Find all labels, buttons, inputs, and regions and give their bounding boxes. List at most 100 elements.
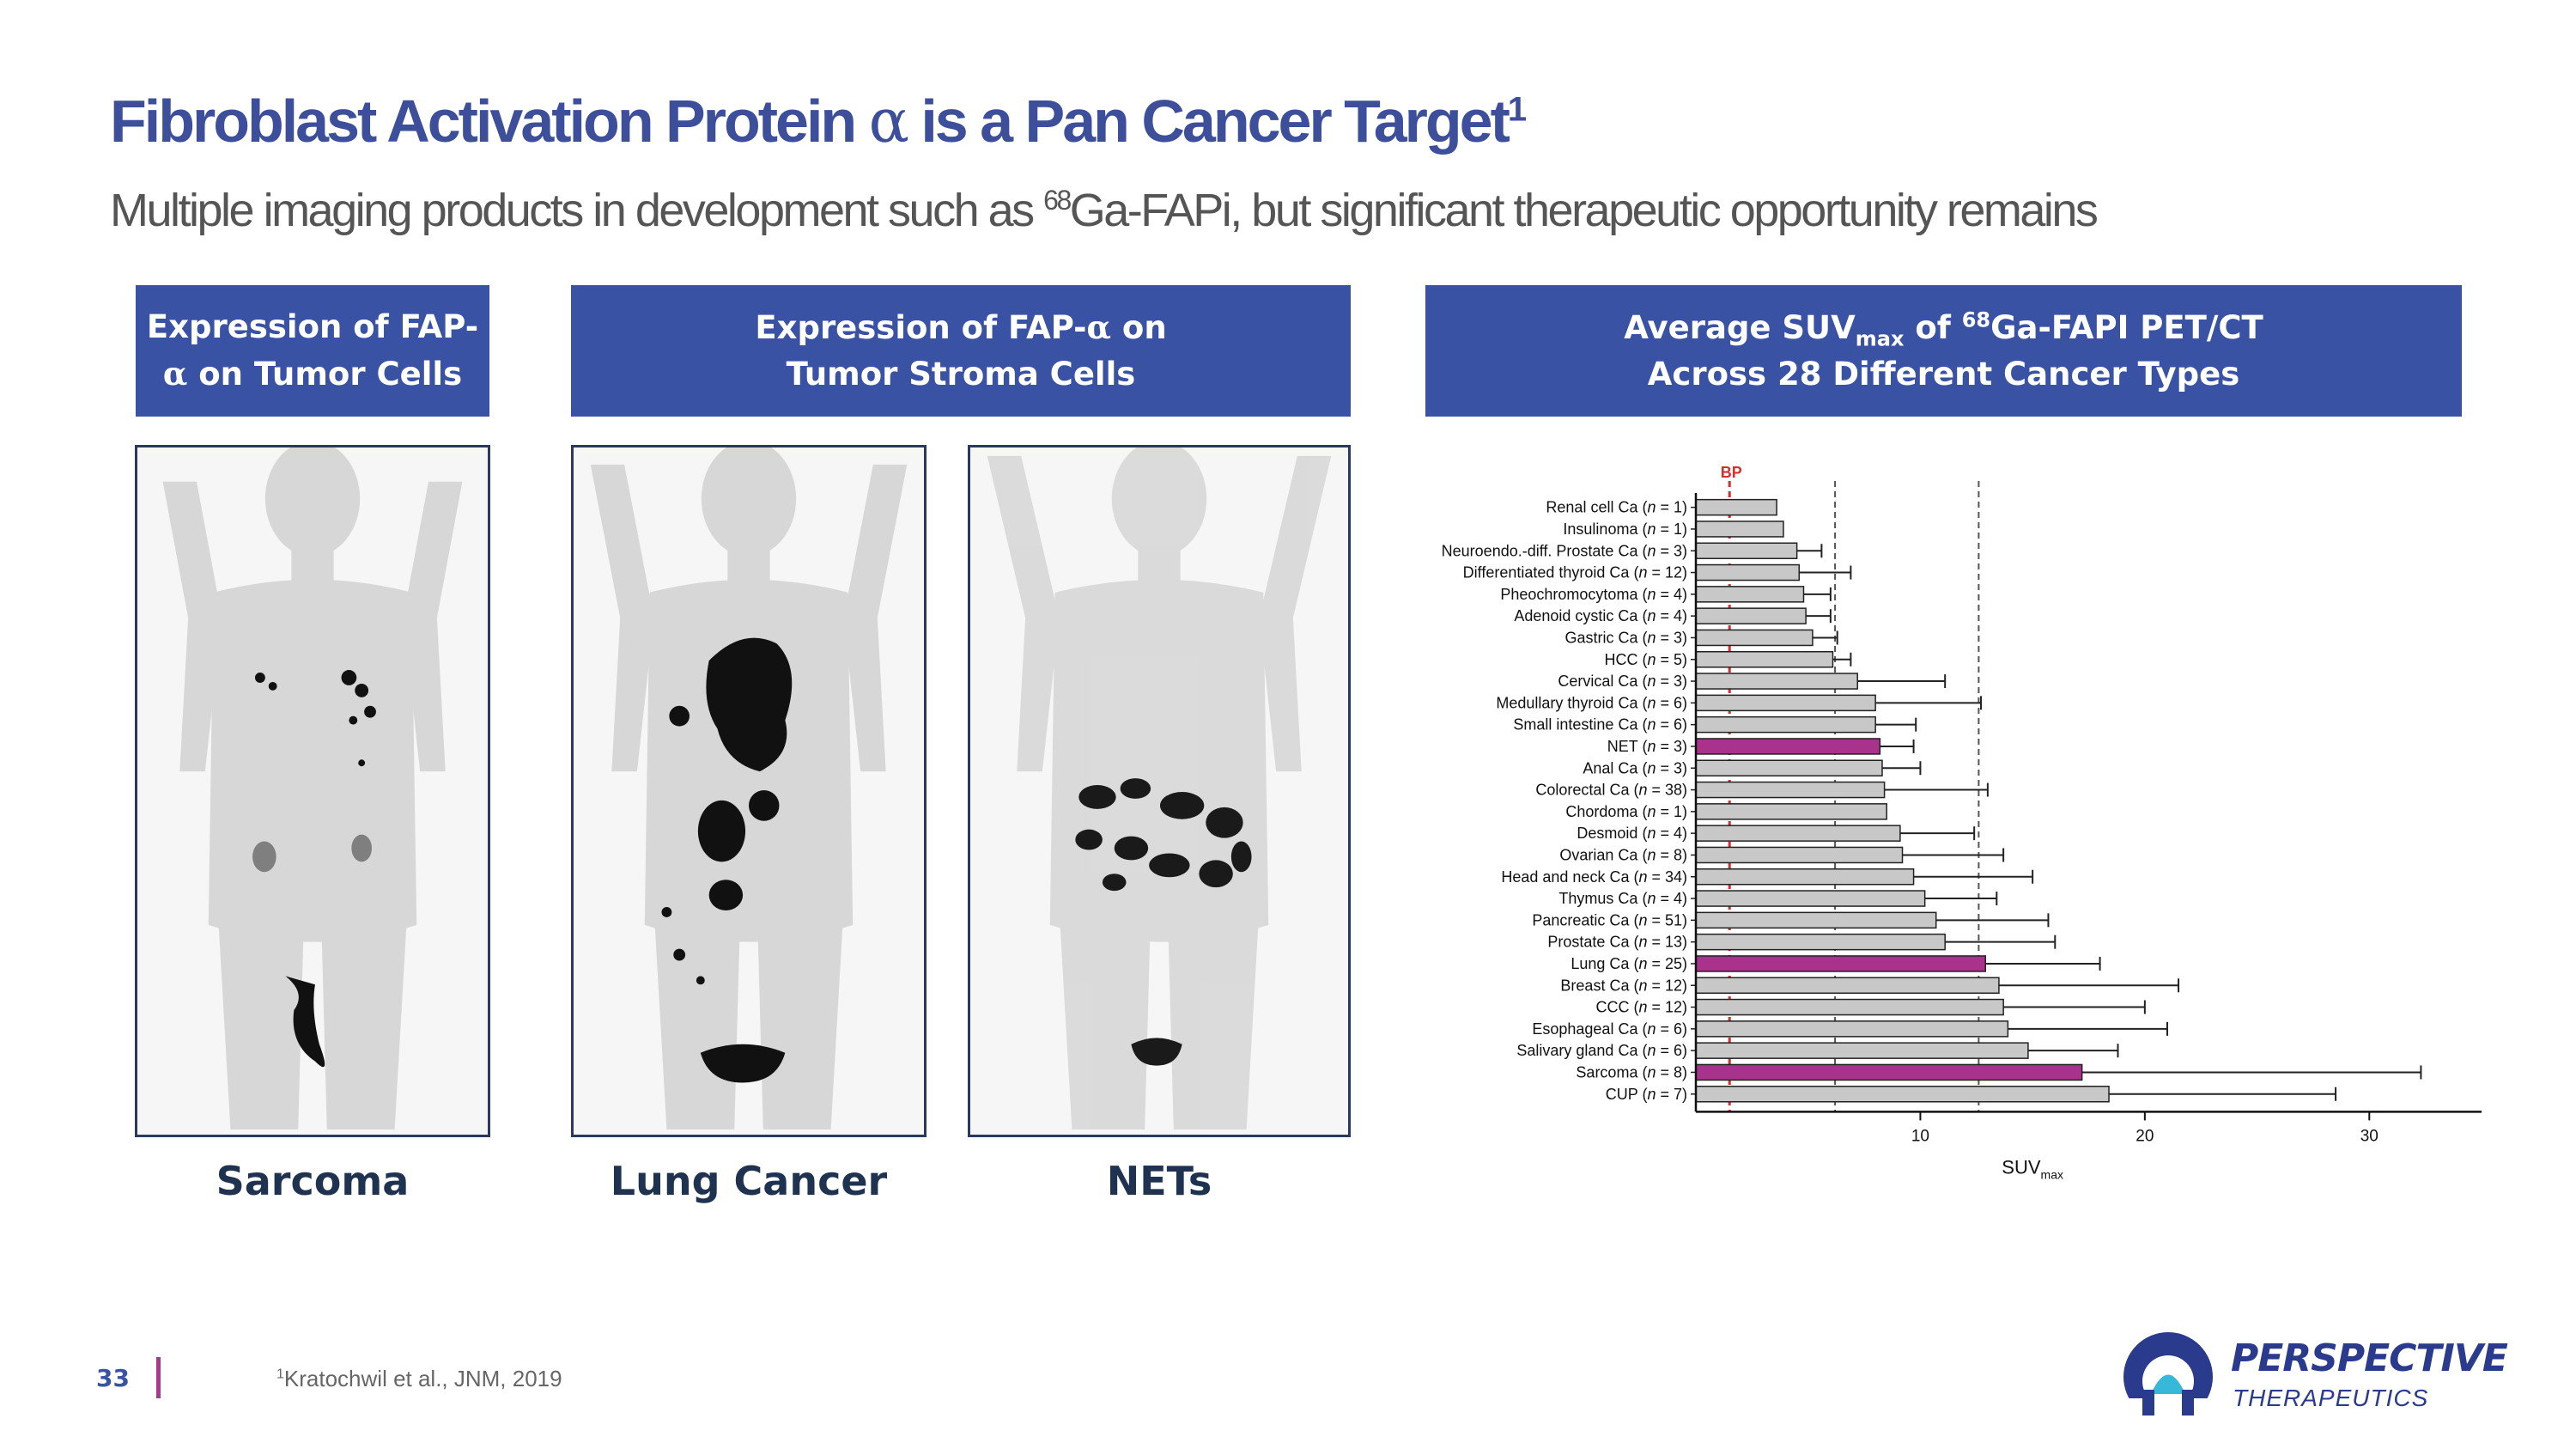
bar — [1695, 542, 1798, 559]
category-label: Differentiated thyroid Ca (n = 12) — [1463, 564, 1687, 581]
x-tick-label: 10 — [1911, 1127, 1929, 1145]
header-tumor-cells: Expression of FAP- α on Tumor Cells — [136, 285, 489, 417]
subtitle-pre: Multiple imaging products in development… — [110, 185, 1044, 236]
caption-nets: NETs — [1106, 1158, 1212, 1204]
header-suv-sup: 68 — [1961, 307, 1991, 332]
header-stroma-line2: Tumor Stroma Cells — [786, 356, 1136, 393]
bar — [1695, 1042, 2029, 1059]
header-stroma-alpha: α — [1086, 308, 1112, 346]
header-tumor-cells-alpha: α — [162, 355, 188, 393]
header-suv: Average SUVmax of 68Ga-FAPI PET/CT Acros… — [1425, 285, 2462, 417]
bar — [1695, 890, 1926, 907]
bar — [1695, 563, 1801, 581]
bar — [1695, 868, 1915, 886]
pet-scan-nets — [968, 445, 1351, 1137]
category-label: Insulinoma (n = 1) — [1563, 521, 1687, 538]
bar — [1695, 607, 1807, 624]
category-label: Anal Ca (n = 3) — [1583, 759, 1687, 776]
bar — [1695, 498, 1777, 516]
category-label: Chordoma (n = 1) — [1565, 803, 1687, 820]
category-label: Cervical Ca (n = 3) — [1558, 673, 1687, 690]
caption-sarcoma: Sarcoma — [216, 1158, 410, 1204]
bar — [1695, 803, 1887, 820]
category-label: CUP (n = 7) — [1606, 1086, 1687, 1103]
bar — [1695, 521, 1784, 538]
bar — [1695, 911, 1937, 929]
footnote-marker: 1 — [276, 1367, 284, 1382]
bar — [1695, 846, 1904, 864]
header-stroma-line1-post: on — [1111, 309, 1167, 346]
category-label: Head and neck Ca (n = 34) — [1501, 868, 1687, 886]
bar — [1695, 781, 1886, 799]
pet-scan-sarcoma — [135, 445, 490, 1137]
bar — [1695, 738, 1881, 755]
bar — [1695, 955, 1986, 972]
page-number: 33 — [96, 1364, 130, 1392]
title-footnote-marker: 1 — [1507, 90, 1527, 129]
company-logo: PERSPECTIVE THERAPEUTICS — [2121, 1330, 2516, 1424]
slide-subtitle: Multiple imaging products in development… — [110, 184, 2099, 237]
category-label: Prostate Ca (n = 13) — [1547, 934, 1687, 951]
category-label: HCC (n = 5) — [1604, 651, 1687, 668]
category-label: Renal cell Ca (n = 1) — [1546, 499, 1687, 516]
category-label: Pancreatic Ca (n = 51) — [1532, 911, 1687, 928]
title-main: Fibroblast Activation Protein — [110, 88, 869, 155]
bar — [1695, 694, 1876, 712]
bar — [1695, 1020, 2009, 1038]
category-label: Lung Ca (n = 25) — [1571, 955, 1687, 972]
bar — [1695, 673, 1858, 690]
bar — [1695, 1063, 2083, 1081]
bar — [1695, 651, 1834, 668]
header-tumor-cells-line1: Expression of FAP- — [146, 308, 479, 345]
bar — [1695, 586, 1805, 603]
title-rest: is a Pan Cancer Target — [906, 88, 1510, 155]
bar — [1695, 629, 1814, 647]
category-label: Thymus Ca (n = 4) — [1558, 890, 1687, 907]
bar — [1695, 977, 2000, 994]
category-label: Gastric Ca (n = 3) — [1564, 629, 1687, 646]
header-suv-line2: Across 28 Different Cancer Types — [1647, 355, 2240, 393]
category-label: Sarcoma (n = 8) — [1576, 1063, 1687, 1081]
category-label: Breast Ca (n = 12) — [1560, 977, 1687, 994]
suv-bar-chart: BP Renal cell Ca (n = 1) Insulinoma (n = 1… — [1442, 464, 2482, 1181]
logo-subtitle: THERAPEUTICS — [2233, 1385, 2429, 1411]
header-stroma-cells: Expression of FAP-α on Tumor Stroma Cell… — [571, 285, 1351, 417]
footnote-reference: 1Kratochwil et al., JNM, 2019 — [276, 1366, 562, 1392]
subtitle-post: Ga-FAPi, but significant therapeutic opp… — [1069, 185, 2099, 236]
category-label: Adenoid cystic Ca (n = 4) — [1514, 607, 1687, 624]
category-label: Pheochromocytoma (n = 4) — [1500, 586, 1687, 603]
bar — [1695, 1086, 2110, 1103]
header-suv-line1: Average SUV — [1624, 308, 1856, 346]
x-tick-label: 20 — [2136, 1127, 2154, 1145]
bar — [1695, 825, 1901, 842]
title-alpha: α — [868, 86, 909, 156]
reference-line-label: BP — [1721, 464, 1742, 481]
category-label: NET (n = 3) — [1607, 738, 1687, 755]
slide-title: Fibroblast Activation Protein α is a Pan… — [110, 86, 1527, 156]
category-label: Salivary gland Ca (n = 6) — [1516, 1042, 1687, 1059]
category-label: Colorectal Ca (n = 38) — [1535, 782, 1687, 799]
x-axis-label: SUVmax — [2002, 1156, 2063, 1181]
category-label: Ovarian Ca (n = 8) — [1559, 846, 1687, 863]
footer-divider — [156, 1357, 161, 1398]
header-suv-line1-post: Ga-FAPI PET/CT — [1990, 308, 2263, 346]
footnote-text: Kratochwil et al., JNM, 2019 — [283, 1366, 562, 1391]
header-suv-sub: max — [1855, 326, 1905, 350]
subtitle-isotope: 68 — [1043, 185, 1072, 216]
header-tumor-cells-line2: on Tumor Cells — [187, 356, 463, 393]
category-label: Small intestine Ca (n = 6) — [1513, 716, 1687, 734]
bar — [1695, 715, 1876, 734]
bar — [1695, 933, 1946, 951]
bar — [1695, 998, 2004, 1016]
category-label: Desmoid (n = 4) — [1577, 825, 1687, 842]
caption-lung-cancer: Lung Cancer — [610, 1158, 888, 1204]
header-stroma-line1: Expression of FAP- — [755, 309, 1087, 346]
header-suv-mid: of — [1904, 308, 1962, 346]
category-label: Neuroendo.-diff. Prostate Ca (n = 3) — [1442, 542, 1687, 559]
category-label: CCC (n = 12) — [1595, 999, 1687, 1016]
pet-scan-lung-cancer — [571, 445, 927, 1137]
category-label: Esophageal Ca (n = 6) — [1532, 1020, 1687, 1038]
logo-mark-icon — [2121, 1332, 2215, 1424]
bar — [1695, 759, 1883, 776]
category-label: Medullary thyroid Ca (n = 6) — [1496, 694, 1687, 711]
